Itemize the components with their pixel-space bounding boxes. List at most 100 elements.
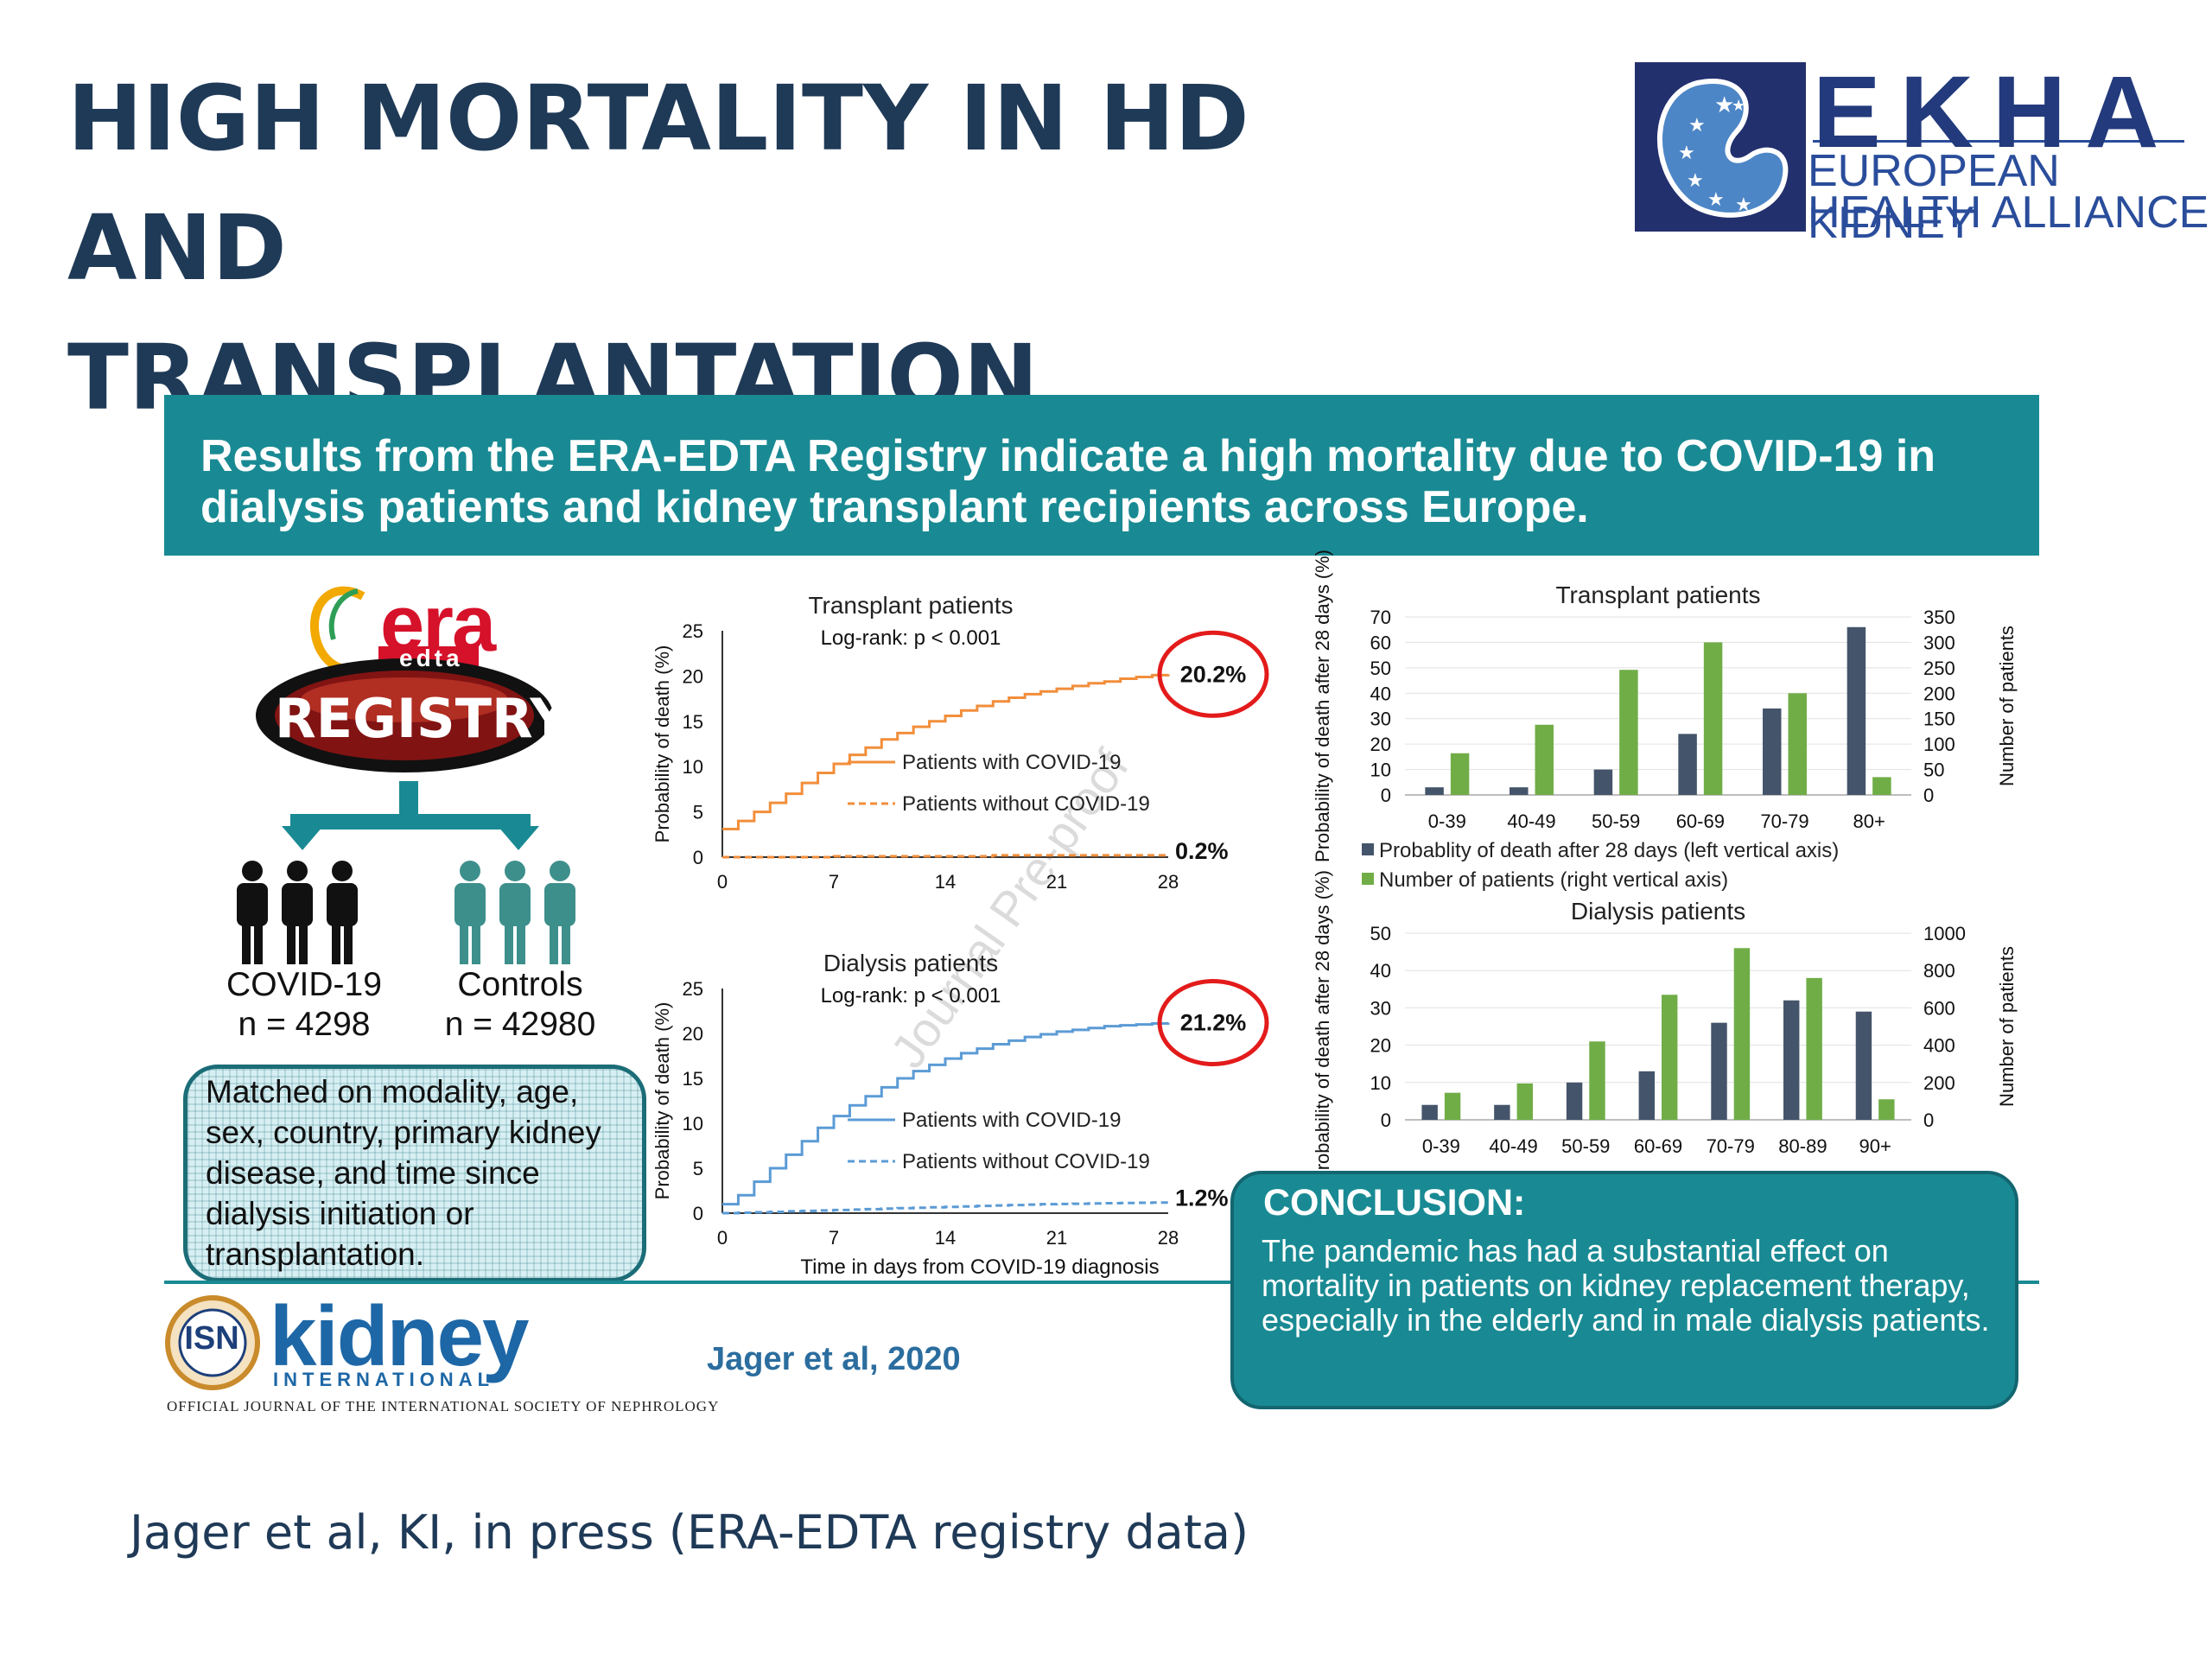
bar-probability	[1783, 1000, 1800, 1120]
y2-tick-label: 300	[1923, 632, 1955, 653]
svg-text:★: ★	[1687, 169, 1704, 191]
controls-group-label: Controls	[457, 966, 583, 1003]
y2-tick-label: 800	[1923, 960, 1955, 982]
y-tick-label: 40	[1370, 683, 1391, 704]
y-tick-label: 5	[693, 802, 703, 823]
x-tick-label: 21	[1046, 871, 1067, 893]
bar-probability	[1638, 1071, 1655, 1120]
highlight-circle	[1157, 630, 1269, 718]
x-tick-label: 50-59	[1561, 1135, 1610, 1157]
x-tick-label: 40-49	[1507, 810, 1555, 832]
legend-swatch	[1362, 873, 1374, 885]
ekha-divider	[1813, 140, 2184, 143]
x-tick-label: 0-39	[1428, 810, 1466, 832]
svg-text:★: ★	[1735, 194, 1752, 215]
y-tick-label: 0	[1381, 1109, 1391, 1131]
y-tick-label: 20	[683, 1023, 703, 1045]
y-tick-label: 5	[693, 1158, 703, 1179]
legend-label: Patients without COVID-19	[902, 792, 1150, 816]
arrow-left-icon	[282, 826, 323, 850]
x-tick-label: 50-59	[1592, 810, 1640, 832]
kidney-international-subword: INTERNATIONAL	[273, 1369, 495, 1390]
bar-probability	[1566, 1082, 1583, 1120]
y-tick-label: 15	[683, 711, 703, 733]
bar-probability	[1847, 626, 1866, 795]
era-swoosh-icon-green	[328, 588, 359, 640]
svg-text:★: ★	[1688, 114, 1706, 136]
end-value-label-with-covid: 20.2%	[1180, 661, 1247, 687]
conclusion-heading: CONCLUSION:	[1263, 1182, 1526, 1224]
x-tick-label: 21	[1046, 1227, 1067, 1249]
ekha-logo-line2: HEALTH ALLIANCE	[1808, 188, 2209, 238]
y-axis-label: Probability of death (%)	[652, 1002, 673, 1200]
bar-probability	[1510, 787, 1529, 795]
x-tick-label: 14	[935, 871, 956, 893]
legend-label: Patients without COVID-19	[902, 1150, 1150, 1173]
y2-tick-label: 0	[1923, 785, 1934, 806]
legend-label: Patients with COVID-19	[902, 751, 1121, 774]
y-tick-label: 0	[693, 1203, 703, 1224]
split-arrow-diagram	[237, 781, 575, 964]
x-tick-label: 80+	[1853, 810, 1885, 832]
svg-text:★: ★	[1678, 142, 1695, 163]
conclusion-text: The pandemic has had a substantial effec…	[1262, 1233, 1990, 1338]
y-tick-label: 25	[683, 978, 703, 1000]
era-word: era	[380, 580, 496, 668]
bar-probability	[1763, 708, 1782, 795]
bar-patients	[1516, 1083, 1533, 1120]
chart-subtitle: Log-rank: p < 0.001	[821, 984, 1001, 1007]
citation-reference: Jager et al, 2020	[707, 1341, 961, 1377]
registry-word: REGISTRY	[275, 687, 569, 750]
end-value-label-with-covid: 21.2%	[1180, 1010, 1247, 1036]
legend-label: Probablity of death after 28 days (left …	[1379, 839, 1839, 862]
bar-patients	[1872, 777, 1891, 795]
svg-text:★: ★	[1732, 97, 1745, 114]
y-tick-label: 10	[1370, 1072, 1391, 1094]
control-people-icon	[454, 861, 575, 964]
y2-tick-label: 200	[1923, 1072, 1955, 1094]
end-value-label-without-covid: 1.2%	[1175, 1185, 1229, 1211]
x-tick-label: 60-69	[1634, 1135, 1682, 1157]
y2-tick-label: 1000	[1923, 923, 1966, 944]
ekha-logo-word: EKHA	[1813, 55, 2178, 169]
x-tick-label: 14	[935, 1227, 956, 1249]
bar-patients	[1535, 724, 1554, 795]
legend-label: Patients with COVID-19	[902, 1109, 1121, 1132]
y-tick-label: 60	[1370, 632, 1391, 653]
y-tick-label: 0	[693, 847, 703, 868]
figure-divider	[164, 1281, 2039, 1284]
bar-patients	[1733, 948, 1751, 1120]
kidney-international-tagline: OFFICIAL JOURNAL OF THE INTERNATIONAL SO…	[167, 1398, 720, 1414]
bar-patients	[1806, 977, 1822, 1120]
arrow-stem	[399, 781, 418, 819]
y-tick-label: 10	[1370, 760, 1391, 781]
bar-probability	[1855, 1011, 1872, 1120]
y-tick-label: 50	[1370, 923, 1391, 944]
y2-tick-label: 100	[1923, 734, 1955, 755]
eu-stars-icon: ★ ★ ★ ★ ★ ★ ★	[1678, 92, 1752, 215]
y2-tick-label: 150	[1923, 709, 1955, 730]
matching-criteria-text: Matched on modality, age, sex, country, …	[206, 1074, 601, 1272]
x-tick-label: 7	[829, 871, 839, 893]
x-tick-label: 80-89	[1778, 1135, 1827, 1157]
x-tick-label: 70-79	[1707, 1135, 1755, 1157]
y-axis-label: Probability of death after 28 days (%)	[1312, 550, 1333, 862]
x-tick-label: 40-49	[1489, 1135, 1537, 1157]
x-tick-label: 28	[1158, 1227, 1179, 1249]
x-tick-label: 0	[717, 871, 728, 893]
findings-banner: Results from the ERA-EDTA Registry indic…	[164, 395, 2039, 556]
km-chart-dialysis: 0 5 10 15 20 25 0 7 14 21 28 Probability of death (…	[652, 950, 1269, 1279]
isn-seal-text: ISN	[184, 1320, 239, 1357]
chart-title: Transplant patients	[1555, 582, 1760, 608]
legend-label: Number of patients (right vertical axis)	[1379, 868, 1728, 892]
isn-seal-icon	[165, 1295, 260, 1390]
y2-tick-label: 0	[1923, 1109, 1934, 1131]
kidney-shape-icon	[1656, 79, 1789, 218]
covid-group-label: COVID-19	[226, 966, 382, 1003]
conclusion-box	[1230, 1171, 2018, 1409]
era-registry-logo	[256, 586, 553, 772]
y-tick-label: 30	[1370, 997, 1391, 1019]
svg-text:★: ★	[1714, 92, 1734, 118]
x-tick-label: 0-39	[1422, 1135, 1460, 1157]
